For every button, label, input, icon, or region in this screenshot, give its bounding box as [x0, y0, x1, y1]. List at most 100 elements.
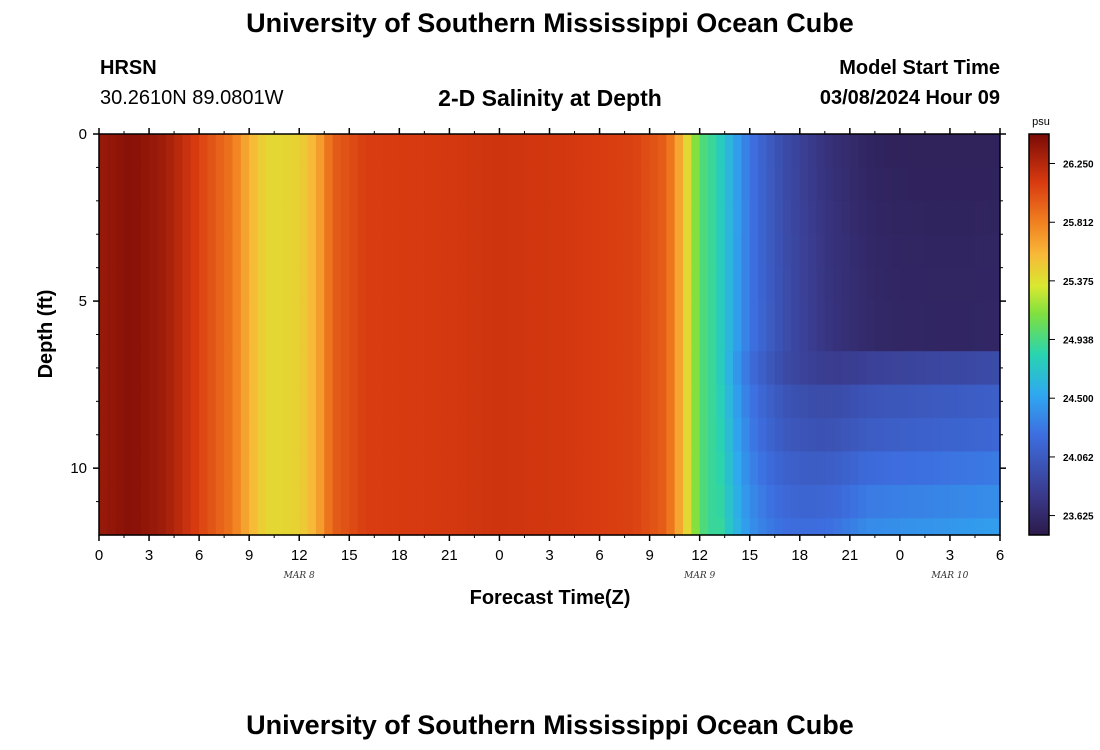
heatmap-cell: [340, 200, 350, 235]
heatmap-cell: [682, 167, 692, 202]
heatmap-cell: [591, 134, 601, 169]
heatmap-cell: [682, 200, 692, 235]
heatmap-cell: [499, 200, 509, 235]
heatmap-cell: [983, 234, 993, 269]
heatmap-cell: [340, 518, 350, 536]
y-axis-label: Depth (ft): [35, 290, 57, 379]
heatmap-cell: [140, 267, 150, 302]
heatmap-cell: [799, 167, 809, 202]
heatmap-cell: [574, 267, 584, 302]
heatmap-cell: [758, 234, 767, 269]
heatmap-cell: [916, 384, 926, 419]
heatmap-cell: [441, 518, 450, 536]
heatmap-cell: [641, 484, 651, 519]
heatmap-cell: [299, 418, 309, 453]
heatmap-cell: [824, 384, 834, 419]
heatmap-cell: [808, 418, 818, 453]
heatmap-cell: [582, 301, 592, 336]
heatmap-cell: [357, 451, 367, 486]
heatmap-cell: [649, 267, 659, 302]
heatmap-cell: [607, 518, 617, 536]
heatmap-cell: [657, 451, 667, 486]
heatmap-cell: [883, 301, 893, 336]
heatmap-cell: [390, 418, 400, 453]
heatmap-cell: [733, 384, 742, 419]
heatmap-cell: [891, 134, 901, 169]
heatmap-cell: [924, 451, 934, 486]
heatmap-cell: [249, 351, 259, 386]
heatmap-cell: [649, 484, 659, 519]
heatmap-cell: [791, 384, 801, 419]
heatmap-cell: [949, 484, 959, 519]
heatmap-cell: [274, 518, 284, 536]
heatmap-cell: [107, 267, 117, 302]
heatmap-cell: [908, 200, 918, 235]
heatmap-cell: [582, 484, 592, 519]
heatmap-cell: [182, 301, 192, 336]
heatmap-cell: [541, 134, 551, 169]
heatmap-cell: [207, 200, 217, 235]
heatmap-cell: [99, 518, 108, 536]
heatmap-cell: [374, 518, 384, 536]
heatmap-cell: [824, 301, 834, 336]
heatmap-cell: [808, 334, 818, 352]
heatmap-cell: [107, 200, 117, 235]
heatmap-cell: [791, 518, 801, 536]
heatmap-cell: [933, 384, 943, 419]
heatmap-cell: [340, 301, 350, 336]
heatmap-cell: [783, 384, 793, 419]
heatmap-cell: [874, 167, 884, 202]
heatmap-cell: [449, 384, 459, 419]
heatmap-cell: [774, 351, 784, 386]
heatmap-cell: [466, 234, 476, 269]
heatmap-cell: [582, 518, 592, 536]
heatmap-cell: [724, 384, 734, 419]
heatmap-cell: [833, 484, 843, 519]
heatmap-cell: [224, 334, 234, 352]
heatmap-cell: [924, 518, 934, 536]
heatmap-cell: [733, 167, 742, 202]
heatmap-cell: [282, 200, 292, 235]
heatmap-cell: [449, 267, 459, 302]
x-tick-label: 3: [145, 547, 153, 564]
heatmap-cell: [574, 167, 584, 202]
heatmap-cell: [924, 484, 934, 519]
heatmap-cell: [541, 234, 551, 269]
heatmap-cell: [149, 484, 158, 519]
heatmap-cell: [449, 451, 459, 486]
heatmap-cell: [766, 267, 776, 302]
heatmap-cell: [257, 518, 267, 536]
heatmap-cell: [407, 518, 417, 536]
heatmap-cell: [674, 267, 684, 302]
heatmap-cell: [340, 167, 350, 202]
heatmap-cell: [657, 351, 667, 386]
heatmap-cell: [891, 234, 901, 269]
heatmap-cell: [833, 134, 843, 169]
heatmap-cell: [733, 301, 742, 336]
heatmap-cell: [340, 267, 350, 302]
heatmap-cell: [349, 484, 359, 519]
heatmap-cell: [933, 418, 943, 453]
heatmap-cell: [374, 167, 384, 202]
heatmap-cell: [549, 301, 559, 336]
heatmap-cell: [299, 267, 309, 302]
heatmap-cell: [516, 267, 526, 302]
heatmap-cell: [99, 301, 108, 336]
heatmap-cell: [524, 301, 534, 336]
heatmap-cell: [340, 418, 350, 453]
heatmap-cell: [424, 334, 434, 352]
heatmap-cell: [741, 134, 751, 169]
heatmap-cell: [491, 234, 501, 269]
heatmap-cell: [282, 384, 292, 419]
heatmap-cell: [774, 134, 784, 169]
heatmap-cell: [649, 167, 659, 202]
heatmap-cell: [599, 301, 609, 336]
heatmap-cell: [866, 334, 876, 352]
heatmap-cell: [841, 351, 851, 386]
heatmap-cell: [416, 200, 425, 235]
heatmap-cell: [749, 384, 759, 419]
heatmap-cell: [382, 200, 392, 235]
heatmap-cell: [841, 167, 851, 202]
heatmap-cell: [174, 451, 184, 486]
heatmap-cell: [299, 167, 309, 202]
